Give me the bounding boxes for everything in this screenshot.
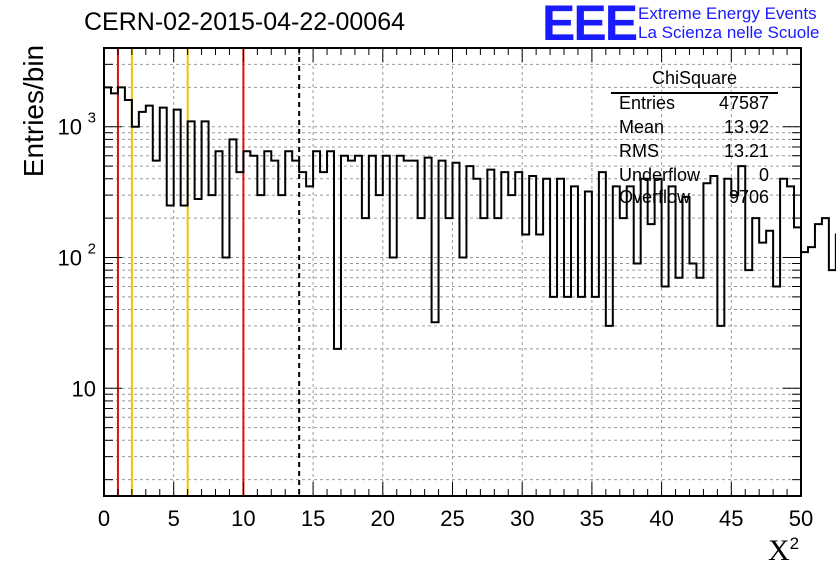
eee-logo: EEE (542, 0, 638, 51)
logo-line-1: Extreme Energy Events (638, 4, 817, 23)
x-axis-label-base: X (768, 534, 790, 567)
x-tick-label: 45 (719, 506, 743, 531)
y-tick-label-exponent: 3 (88, 110, 96, 127)
plot-title: CERN-02-2015-04-22-00064 (84, 8, 406, 36)
stats-name: Overflow (619, 187, 691, 207)
x-axis-ticks: 0 5 10 15 20 25 30 35 40 45 50 (98, 48, 813, 531)
y-axis-label: Entries/bin (18, 44, 49, 178)
x-tick-label: 15 (301, 506, 325, 531)
x-tick-label: 35 (580, 506, 604, 531)
histogram-series (104, 86, 836, 350)
x-tick-label: 50 (789, 506, 813, 531)
y-tick-label: 10 (72, 376, 96, 401)
x-tick-label: 5 (168, 506, 180, 531)
x-tick-label: 25 (440, 506, 464, 531)
x-tick-label: 30 (510, 506, 534, 531)
stats-row-underflow: Underflow 0 (619, 165, 769, 187)
x-tick-label: 40 (649, 506, 673, 531)
x-axis-label-exponent: 2 (789, 534, 800, 553)
stats-row-mean: Mean 13.92 (619, 117, 769, 139)
stats-divider (611, 92, 778, 94)
stats-row-overflow: Overflow 9706 (619, 187, 769, 209)
reference-lines (116, 48, 301, 496)
y-tick-label: 10 (58, 115, 82, 140)
stats-value: 9706 (728, 187, 769, 207)
x-tick-label: 20 (371, 506, 395, 531)
stats-value: 13.21 (723, 141, 769, 161)
y-tick-label: 10 (58, 245, 82, 270)
x-tick-label: 0 (98, 506, 110, 531)
stats-name: Mean (619, 117, 665, 137)
stats-name: Entries (619, 93, 676, 113)
stats-row-entries: Entries 47587 (619, 93, 769, 115)
stats-box: ChiSquare Entries 47587 Mean 13.92 RMS 1… (611, 68, 778, 207)
stats-title: ChiSquare (651, 68, 738, 88)
stats-value: 0 (758, 165, 769, 185)
y-tick-label-exponent: 2 (88, 240, 96, 257)
stats-name: Underflow (619, 165, 701, 185)
stats-value: 13.92 (723, 117, 769, 137)
stats-value: 47587 (718, 93, 769, 113)
x-tick-label: 10 (231, 506, 255, 531)
stats-name: RMS (619, 141, 659, 161)
y-axis-ticks: 10 10 2 10 3 (58, 47, 801, 481)
x-axis-label: X2 (768, 534, 799, 568)
stats-row-rms: RMS 13.21 (619, 141, 769, 163)
logo-line-2: La Scienza nelle Scuole (638, 23, 820, 42)
